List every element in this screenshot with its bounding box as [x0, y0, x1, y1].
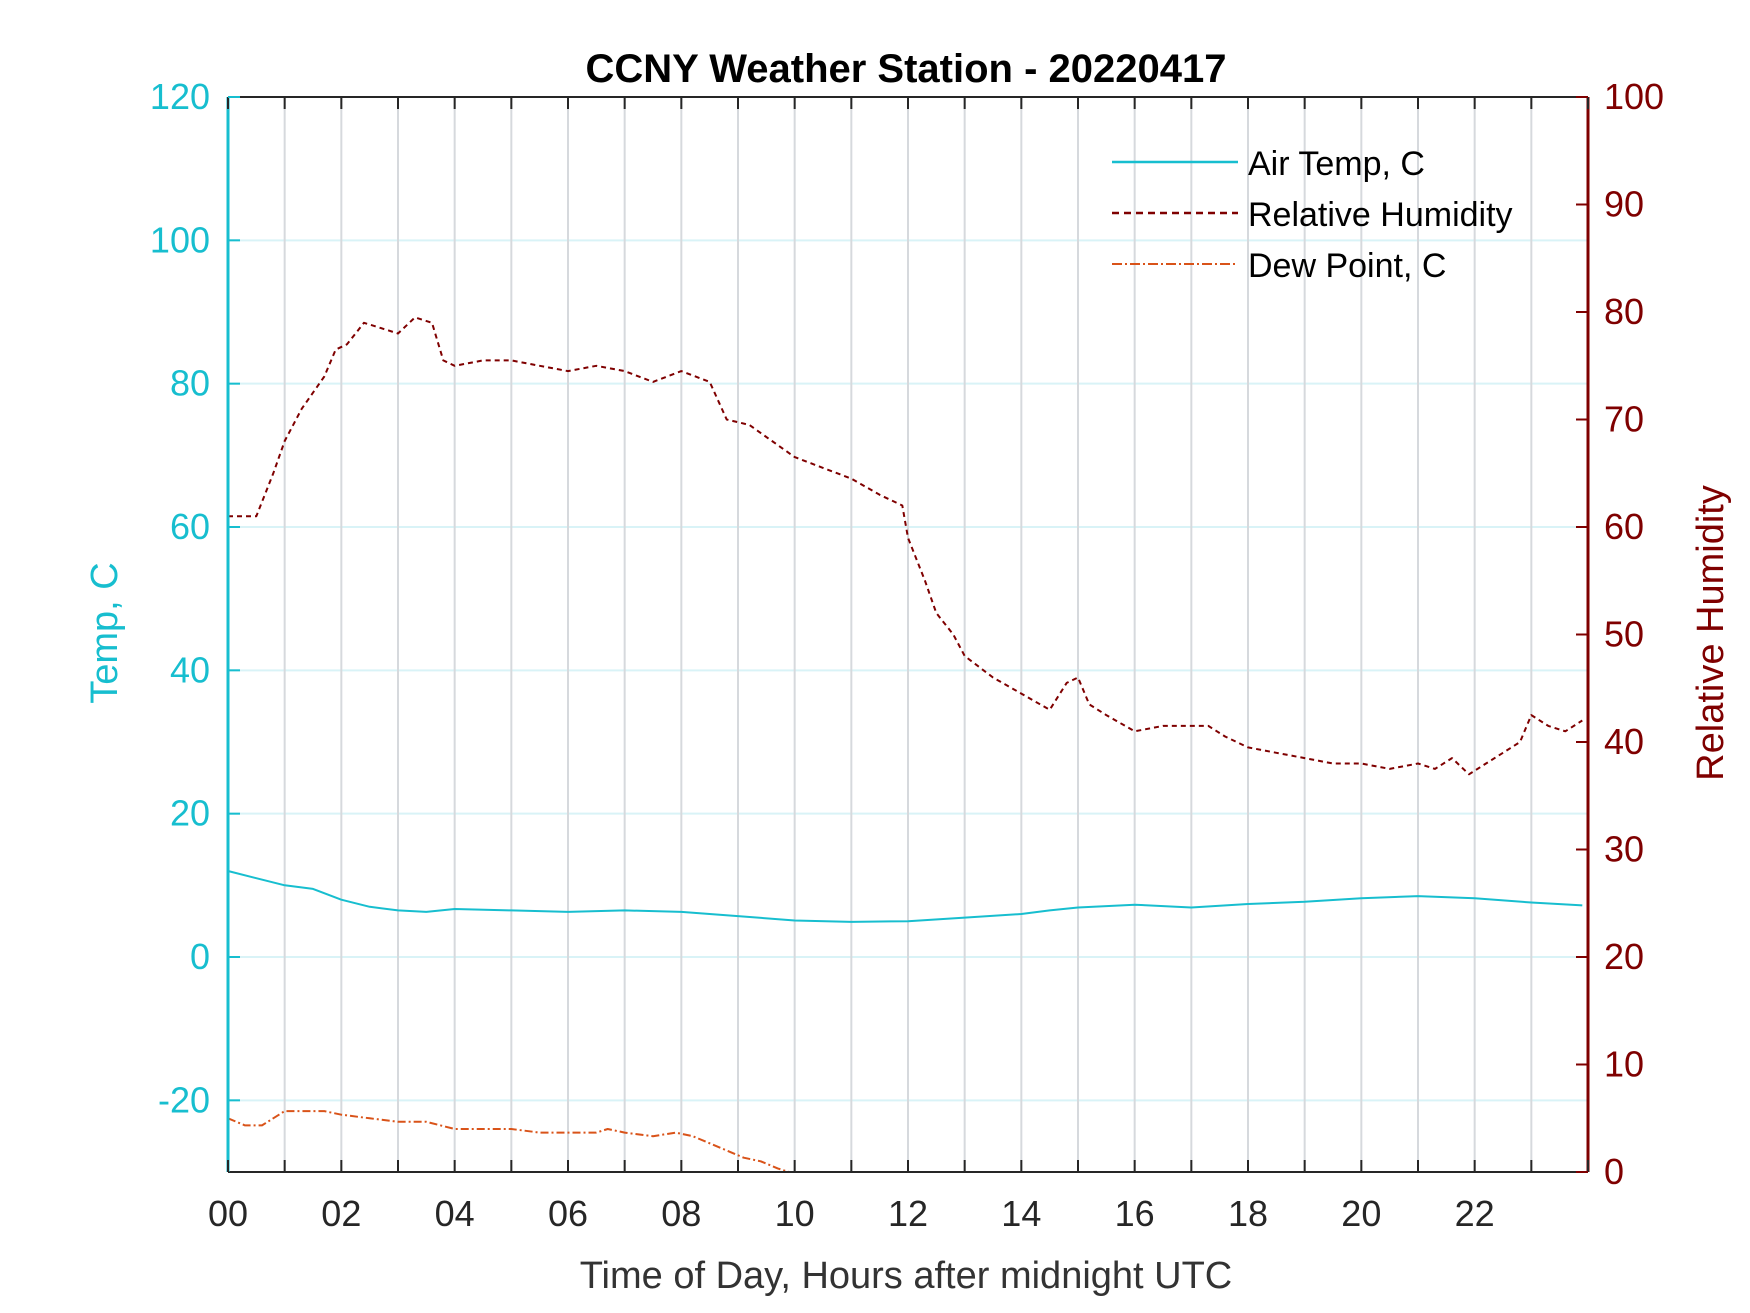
y-right-tick-label: 100: [1604, 76, 1664, 117]
y-axis-left-label: Temp, C: [84, 562, 126, 703]
y-right-tick-label: 50: [1604, 614, 1644, 655]
y-right-tick-label: 80: [1604, 291, 1644, 332]
y-axis-right-label: Relative Humidity: [1690, 485, 1732, 781]
x-tick-label: 00: [208, 1193, 248, 1234]
x-axis-label: Time of Day, Hours after midnight UTC: [580, 1255, 1233, 1297]
grid: [228, 96, 1588, 1172]
series-line-air-temp-c: [227, 870, 1583, 923]
x-tick-label: 06: [548, 1193, 588, 1234]
series-layer: [227, 316, 1583, 1173]
legend-label-humidity: Relative Humidity: [1248, 196, 1513, 234]
y-left-tick-label: 20: [170, 793, 210, 834]
x-tick-label: 12: [888, 1193, 928, 1234]
y-right-tick-label: 0: [1604, 1151, 1624, 1192]
y-left-tick-label: 60: [170, 506, 210, 547]
y-left-tick-label: 120: [150, 76, 210, 117]
y-right-tick-label: 20: [1604, 936, 1644, 977]
x-tick-label: 10: [775, 1193, 815, 1234]
chart-title: CCNY Weather Station - 20220417: [586, 47, 1227, 91]
x-tick-label: 04: [435, 1193, 475, 1234]
x-tick-label: 18: [1228, 1193, 1268, 1234]
y-right-tick-label: 10: [1604, 1044, 1644, 1085]
x-tick-label: 02: [321, 1193, 361, 1234]
legend-label-dew-point: Dew Point, C: [1248, 247, 1446, 285]
y-left-tick-label: 40: [170, 649, 210, 690]
x-tick-label: 20: [1341, 1193, 1381, 1234]
legend: Air Temp, C Relative Humidity Dew Point,…: [1112, 145, 1513, 285]
y-right-tick-label: 60: [1604, 506, 1644, 547]
y-left-tick-label: 0: [190, 936, 210, 977]
x-tick-label: 14: [1001, 1193, 1041, 1234]
y-right-tick-label: 90: [1604, 184, 1644, 225]
y-right-tick-label: 40: [1604, 721, 1644, 762]
legend-label-air-temp: Air Temp, C: [1248, 145, 1425, 183]
y-left-tick-label: 100: [150, 219, 210, 260]
y-left-tick-label: -20: [158, 1079, 210, 1120]
x-tick-label: 16: [1115, 1193, 1155, 1234]
series-line-dew-point-c: [227, 1110, 790, 1173]
y-left-tick-label: 80: [170, 363, 210, 404]
x-tick-label: 22: [1455, 1193, 1495, 1234]
x-tick-label: 08: [661, 1193, 701, 1234]
series-line-relative-humidity: [228, 316, 1583, 776]
y-right-tick-label: 70: [1604, 399, 1644, 440]
y-right-tick-label: 30: [1604, 829, 1644, 870]
axes: 00 02 04 06 08 10 12 14 16 18 20 22-200204060801001…: [150, 76, 1664, 1234]
